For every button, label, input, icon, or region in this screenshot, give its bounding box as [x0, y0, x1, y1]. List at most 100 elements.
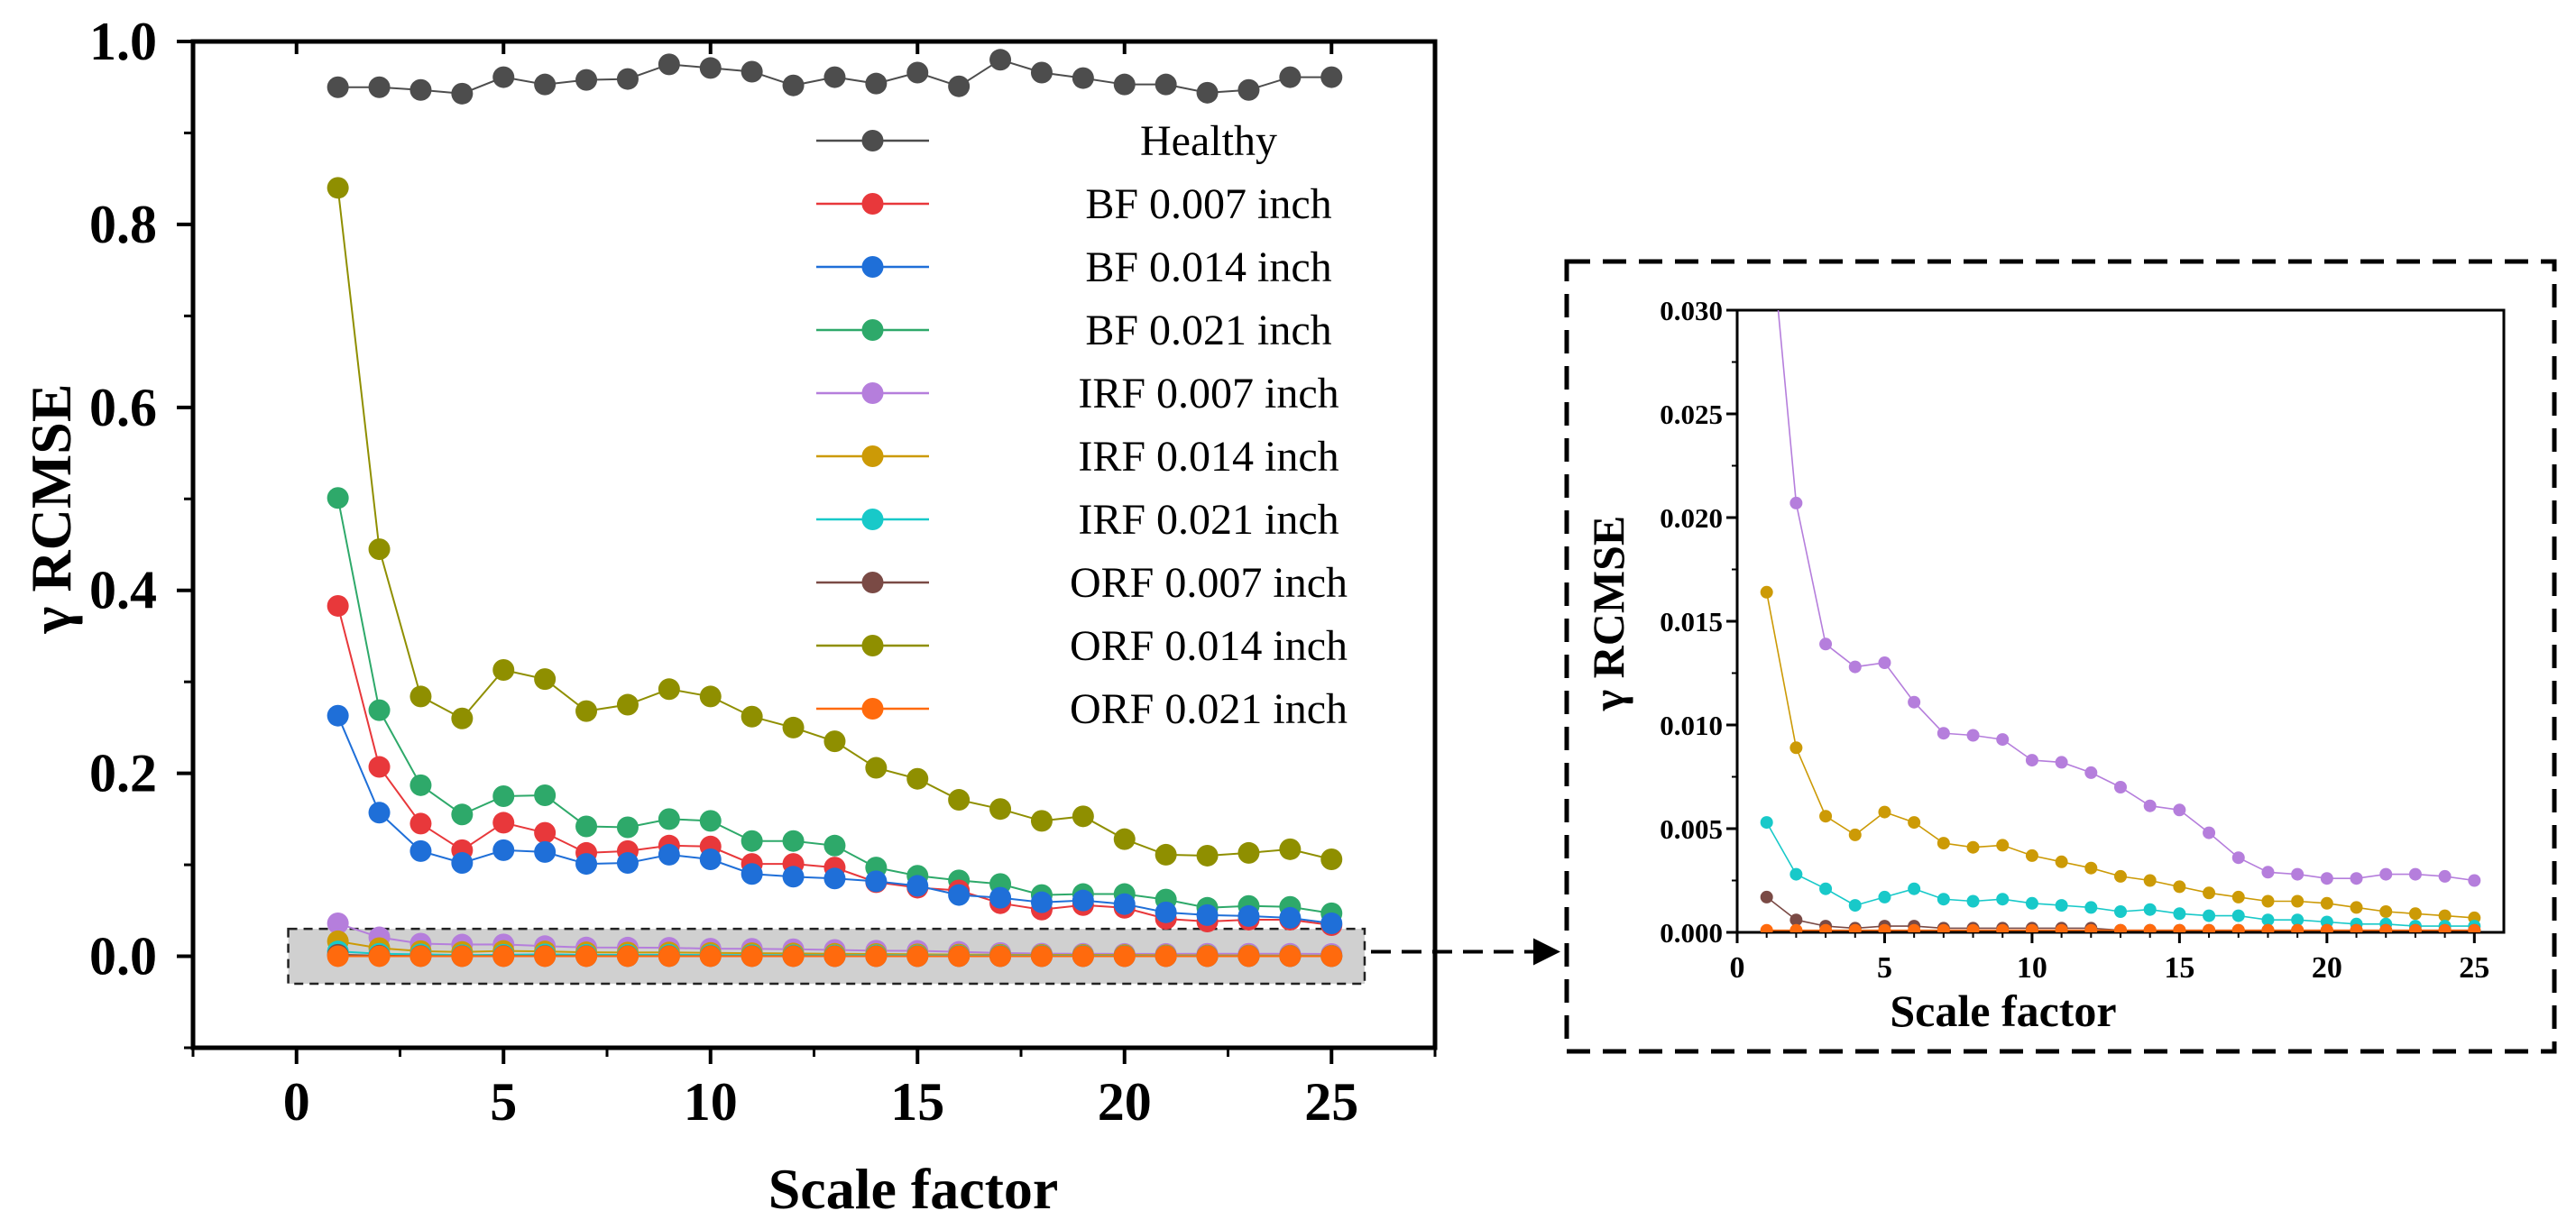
main-point-orf-0-014-inch: [616, 693, 639, 716]
main-point-healthy: [492, 66, 515, 88]
main-point-orf-0-014-inch: [658, 678, 680, 701]
inset-point-irf-0-014-inch: [1996, 839, 2010, 852]
inset-point-orf-0-021-inch: [2114, 923, 2127, 932]
legend-label-bf-0-021-inch: BF 0.021 inch: [1085, 307, 1331, 354]
inset-point-orf-0-021-inch: [2408, 923, 2422, 932]
inset-y-tick-label: 0.030: [1660, 295, 1723, 326]
main-point-healthy: [948, 75, 971, 97]
main-y-tick-label: 0.6: [89, 378, 157, 437]
main-point-irf-0-007-inch: [327, 913, 349, 935]
inset-line-bf-0-014-inch: [1767, 0, 2475, 186]
inset-point-irf-0-014-inch: [2320, 896, 2333, 910]
main-point-orf-0-021-inch: [492, 945, 515, 968]
inset-point-irf-0-007-inch: [1789, 496, 1803, 509]
inset-point-irf-0-014-inch: [2203, 886, 2216, 900]
inset-point-irf-0-021-inch: [2114, 905, 2127, 918]
inset-x-tick-label: 10: [2017, 951, 2047, 985]
main-x-axis-title: Scale factor: [768, 1157, 1059, 1221]
legend-marker-bf-0-021-inch: [861, 319, 884, 341]
main-point-orf-0-014-inch: [1320, 848, 1343, 871]
inset-point-irf-0-021-inch: [2203, 909, 2216, 922]
inset-point-orf-0-007-inch: [1760, 890, 1773, 903]
main-point-bf-0-021-inch: [658, 808, 680, 830]
main-point-healthy: [658, 53, 680, 76]
main-point-healthy: [865, 72, 888, 95]
inset-point-irf-0-007-inch: [1996, 733, 2010, 747]
main-point-orf-0-021-inch: [534, 945, 557, 968]
main-point-bf-0-021-inch: [534, 784, 557, 806]
inset-point-irf-0-021-inch: [2231, 909, 2245, 922]
main-point-orf-0-021-inch: [823, 945, 846, 968]
main-point-healthy: [1155, 73, 1177, 96]
inset-point-bf-0-007-inch: [2379, 138, 2392, 151]
inset-point-irf-0-014-inch: [2025, 848, 2038, 862]
inset-point-irf-0-021-inch: [2055, 899, 2068, 913]
legend-label-bf-0-014-inch: BF 0.014 inch: [1085, 243, 1331, 291]
main-point-healthy: [741, 60, 763, 83]
inset-point-irf-0-014-inch: [2438, 909, 2452, 922]
inset-point-orf-0-021-inch: [2231, 923, 2245, 932]
inset-point-irf-0-014-inch: [1848, 828, 1862, 841]
main-point-bf-0-014-inch: [1155, 901, 1177, 923]
inset-point-irf-0-007-inch: [1878, 656, 1891, 669]
inset-point-orf-0-021-inch: [1966, 923, 1980, 932]
main-point-orf-0-021-inch: [1320, 945, 1343, 968]
inset-y-tick-label: 0.025: [1660, 399, 1723, 430]
legend-label-orf-0-021-inch: ORF 0.021 inch: [1070, 685, 1348, 733]
main-point-healthy: [327, 76, 349, 98]
inset-point-irf-0-021-inch: [1848, 899, 1862, 913]
legend-marker-bf-0-007-inch: [861, 193, 884, 215]
inset-point-irf-0-014-inch: [1760, 585, 1773, 599]
inset-point-bf-0-014-inch: [2439, 55, 2452, 68]
main-point-bf-0-014-inch: [948, 884, 971, 906]
main-series-group: [327, 49, 1343, 968]
inset-point-irf-0-007-inch: [2173, 803, 2186, 817]
main-point-bf-0-021-inch: [368, 699, 391, 721]
inset-point-irf-0-014-inch: [2173, 880, 2186, 894]
main-point-orf-0-021-inch: [451, 945, 474, 968]
main-point-orf-0-014-inch: [1196, 844, 1219, 867]
inset-line-bf-0-007-inch: [1767, 0, 2475, 227]
main-point-orf-0-021-inch: [741, 945, 763, 968]
main-point-orf-0-014-inch: [1279, 838, 1302, 860]
main-point-bf-0-021-inch: [741, 830, 763, 852]
main-point-orf-0-021-inch: [368, 945, 391, 968]
inset-point-bf-0-007-inch: [2468, 221, 2480, 234]
main-point-orf-0-021-inch: [699, 945, 722, 968]
main-point-bf-0-021-inch: [699, 810, 722, 832]
inset-point-orf-0-021-inch: [2261, 923, 2275, 932]
inset-point-bf-0-007-inch: [2409, 96, 2422, 109]
legend-label-healthy: Healthy: [1140, 117, 1277, 165]
main-point-bf-0-014-inch: [741, 863, 763, 885]
inset-y-axis-title: γ RCMSE: [1583, 516, 1633, 711]
main-point-orf-0-014-inch: [1072, 805, 1094, 828]
main-point-bf-0-014-inch: [368, 802, 391, 824]
main-y-tick-label: 0.4: [89, 561, 157, 620]
inset-point-irf-0-014-inch: [2055, 855, 2068, 868]
main-point-bf-0-014-inch: [782, 866, 805, 888]
inset-point-orf-0-021-inch: [2084, 923, 2098, 932]
inset-point-irf-0-007-inch: [1848, 660, 1862, 674]
inset-point-orf-0-021-inch: [1937, 923, 1950, 932]
main-x-tick-label: 25: [1304, 1072, 1358, 1132]
main-point-bf-0-014-inch: [989, 886, 1012, 909]
main-point-healthy: [534, 73, 557, 96]
main-point-orf-0-014-inch: [906, 767, 929, 790]
zoom-connector-arrowhead: [1533, 938, 1560, 966]
main-point-orf-0-021-inch: [409, 945, 432, 968]
inset-point-irf-0-014-inch: [2261, 894, 2275, 908]
main-point-orf-0-021-inch: [658, 945, 680, 968]
main-point-bf-0-014-inch: [906, 875, 929, 897]
main-point-orf-0-021-inch: [948, 945, 971, 968]
main-point-healthy: [1237, 78, 1260, 101]
legend-label-irf-0-007-inch: IRF 0.007 inch: [1078, 370, 1339, 417]
main-y-tick-label: 1.0: [89, 12, 157, 71]
main-x-tick-label: 5: [490, 1072, 517, 1132]
inset-point-irf-0-014-inch: [2408, 907, 2422, 921]
main-point-bf-0-014-inch: [492, 839, 515, 861]
inset-point-irf-0-014-inch: [2114, 869, 2127, 883]
main-point-orf-0-014-inch: [741, 705, 763, 728]
main-point-bf-0-014-inch: [1237, 904, 1260, 927]
main-point-healthy: [1279, 66, 1302, 88]
